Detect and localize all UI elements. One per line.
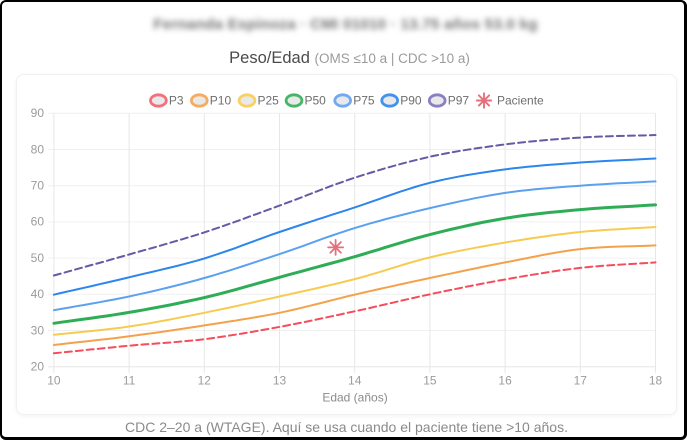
svg-text:60: 60 (31, 215, 45, 229)
svg-text:11: 11 (123, 374, 136, 388)
svg-text:80: 80 (31, 142, 45, 156)
svg-text:P90: P90 (400, 94, 422, 108)
svg-text:P3: P3 (169, 94, 184, 108)
svg-text:70: 70 (31, 179, 45, 193)
svg-text:12: 12 (198, 374, 212, 388)
svg-text:10: 10 (47, 374, 61, 388)
svg-text:13: 13 (273, 374, 287, 388)
svg-text:P50: P50 (305, 94, 327, 108)
svg-text:P10: P10 (210, 94, 232, 108)
svg-text:P25: P25 (258, 94, 280, 108)
svg-text:90: 90 (31, 106, 45, 120)
svg-text:P75: P75 (353, 94, 375, 108)
svg-text:14: 14 (348, 374, 362, 388)
svg-text:17: 17 (574, 374, 588, 388)
svg-text:16: 16 (498, 374, 512, 388)
svg-text:30: 30 (31, 323, 45, 337)
svg-text:P97: P97 (448, 94, 470, 108)
svg-text:15: 15 (423, 374, 437, 388)
svg-text:20: 20 (31, 360, 45, 374)
svg-text:18: 18 (649, 374, 663, 388)
svg-text:50: 50 (31, 251, 45, 265)
svg-text:40: 40 (31, 287, 45, 301)
svg-text:Edad (años): Edad (años) (322, 391, 387, 405)
svg-text:Paciente: Paciente (497, 94, 544, 108)
